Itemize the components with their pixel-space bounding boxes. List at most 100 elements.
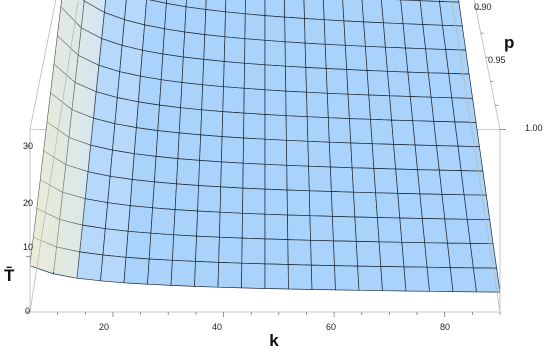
surface-patch [330, 166, 354, 193]
surface-patch [180, 82, 204, 111]
surface-patch [142, 24, 165, 55]
surface-patch [424, 242, 451, 268]
surface-patch [264, 163, 288, 191]
surface-patch [303, 0, 325, 21]
surface-patch [378, 241, 405, 268]
p-tick-label: 1.00 [525, 123, 543, 133]
box-edge [451, 1, 501, 313]
surface-patch [385, 46, 409, 73]
t-tick-label: 0 [25, 306, 30, 316]
surface-patch [148, 232, 175, 261]
surface-patch [125, 230, 152, 260]
surface-patch [129, 179, 155, 209]
surface-patch [219, 186, 244, 214]
surface-patch [371, 143, 397, 170]
surface-patch [430, 96, 456, 123]
surface-patch [383, 22, 406, 49]
surface-patch [221, 111, 245, 139]
surface-patch [441, 194, 468, 220]
surface-patch [310, 264, 336, 291]
surface-patch [243, 62, 266, 91]
surface-patch [264, 15, 286, 43]
surface-patch [287, 264, 313, 290]
k-tick-label: 20 [99, 322, 109, 332]
surface-patch [401, 241, 428, 268]
surface-patch [184, 6, 207, 35]
surface-patch [366, 70, 390, 97]
k-tick-label: 40 [212, 322, 222, 332]
surface-patch [287, 214, 311, 241]
t-axis-tick-labels: 0 10 20 30 [23, 141, 33, 316]
surface-patch [112, 123, 137, 155]
surface-patch [127, 205, 153, 234]
surface-patch [242, 187, 266, 215]
surface-patch [244, 38, 266, 66]
surface-patch [310, 239, 335, 266]
surface-patch [445, 49, 470, 75]
surface-patch [76, 251, 104, 282]
surface-patch [181, 56, 205, 86]
surface-patch [355, 241, 382, 267]
p-tick-label: 0.90 [474, 2, 492, 12]
surface-patch [353, 191, 378, 218]
surface-patch [164, 2, 187, 33]
surface-patch [102, 228, 129, 258]
surface-patch [342, 0, 364, 23]
surface-patch [400, 0, 424, 25]
surface-patch [326, 92, 350, 119]
surface-patch [305, 67, 328, 94]
surface-patch [285, 65, 307, 93]
surface-patch [438, 169, 465, 196]
surface-patch [442, 24, 467, 51]
surface-patch [200, 109, 224, 137]
surface-patch [264, 0, 286, 18]
surface-highlight [30, 0, 106, 279]
surface-patch [152, 181, 177, 210]
surface-patch [178, 107, 203, 136]
surface-patch [170, 259, 196, 287]
surface-patch [172, 234, 197, 262]
surface-patch [217, 262, 243, 289]
t-tick-label: 20 [23, 198, 33, 208]
surface-patch [363, 21, 386, 48]
surface-patch [264, 89, 287, 117]
surface-patch [286, 189, 311, 217]
surface-patch [407, 71, 432, 98]
surface-patch [79, 224, 106, 256]
surface-patch [224, 11, 246, 40]
surface-patch [419, 0, 443, 26]
t-tick-label: 10 [23, 242, 33, 252]
surface-patch [136, 101, 160, 131]
p-axis-tick-labels: 0.90 0.95 1.00 [474, 2, 543, 133]
surface-patch [306, 91, 329, 119]
surface-patch [104, 202, 131, 232]
surface-patch [365, 45, 388, 72]
surface-patch [402, 23, 426, 50]
surface-patch [436, 145, 462, 171]
surface-patch [241, 212, 266, 240]
surface-patch [264, 114, 287, 141]
surface-patch [439, 1, 463, 27]
surface-patch [332, 216, 357, 242]
surface-patch [457, 145, 484, 172]
surface-patch [220, 161, 244, 189]
surface-patch [173, 209, 198, 237]
surface-patch [123, 256, 150, 285]
x-axis-label: k [269, 331, 279, 350]
surface-patch [444, 218, 471, 244]
surface-patch [325, 68, 349, 95]
surface-patch [304, 42, 327, 69]
surface-patch [150, 207, 176, 236]
surface-patch [448, 73, 474, 99]
surface-patch [417, 169, 443, 195]
surface-patch [425, 48, 450, 74]
surface-patch [405, 47, 429, 74]
surface-patch [87, 144, 113, 177]
surface-patch [323, 19, 346, 46]
surface-patch [198, 160, 222, 188]
surface-patch [324, 43, 348, 70]
bounding-box-front [29, 1, 501, 313]
p-tick-label: 0.95 [488, 55, 506, 65]
surface-patch [460, 170, 487, 196]
